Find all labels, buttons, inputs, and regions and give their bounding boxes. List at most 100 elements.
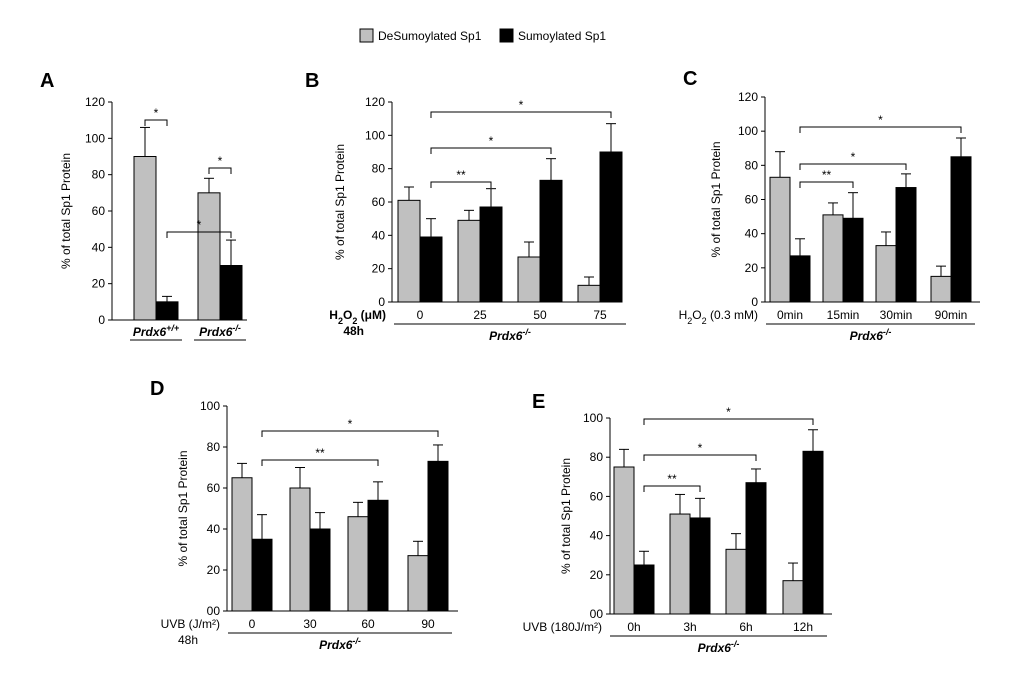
y-tick-label: 60 bbox=[745, 193, 759, 207]
legend-label-desumoylated: DeSumoylated Sp1 bbox=[378, 29, 482, 43]
legend-label-sumoylated: Sumoylated Sp1 bbox=[518, 29, 606, 43]
x-prefix-line2: 48h bbox=[178, 633, 198, 647]
x-group-label-sup: -/- bbox=[232, 323, 241, 333]
y-tick-label: 0 bbox=[378, 295, 385, 309]
x-prefix-part: (0.3 mM) bbox=[707, 308, 758, 322]
x-prefix-label: H2O2 (μM) bbox=[329, 308, 386, 326]
bracket-line bbox=[799, 126, 962, 133]
significance-marker: ** bbox=[667, 472, 677, 486]
x-tick-label: 50 bbox=[533, 308, 547, 322]
bar-sumoylated bbox=[745, 482, 767, 615]
y-tick-label: 100 bbox=[365, 128, 385, 142]
bracket-line bbox=[799, 181, 854, 188]
x-tick-label: 0 bbox=[249, 617, 256, 631]
y-axis-label: % of total Sp1 Protein bbox=[559, 458, 573, 574]
significance-bracket: * bbox=[166, 218, 232, 238]
x-group-label: Prdx6-/- bbox=[199, 323, 241, 339]
group-label: Prdx6-/- bbox=[489, 327, 531, 343]
significance-marker: ** bbox=[315, 446, 325, 460]
y-tick-label: 20 bbox=[92, 277, 106, 291]
x-tick-label: 60 bbox=[361, 617, 375, 631]
significance-bracket: ** bbox=[261, 446, 379, 466]
bracket-line bbox=[430, 181, 492, 188]
y-axis-label: % of total Sp1 Protein bbox=[176, 450, 190, 566]
y-tick-label: 20 bbox=[590, 568, 604, 582]
significance-marker: ** bbox=[456, 168, 466, 182]
y-tick-label: 40 bbox=[590, 529, 604, 543]
bar-sumoylated bbox=[842, 217, 864, 303]
y-tick-label: 40 bbox=[745, 227, 759, 241]
bar-desumoylated bbox=[347, 516, 369, 612]
y-tick-label: 100 bbox=[583, 411, 603, 425]
group-label-sup: -/- bbox=[883, 327, 892, 337]
bar-desumoylated bbox=[231, 477, 253, 612]
y-tick-label: 60 bbox=[92, 204, 106, 218]
y-tick-label: 20 bbox=[745, 261, 759, 275]
bar-sumoylated bbox=[633, 564, 655, 615]
bar-desumoylated bbox=[397, 199, 421, 303]
bar-desumoylated bbox=[782, 580, 804, 615]
y-tick-label: 0 bbox=[98, 313, 105, 327]
y-axis-label: % of total Sp1 Protein bbox=[709, 141, 723, 257]
significance-bracket: * bbox=[430, 98, 612, 118]
panel-label-a: A bbox=[40, 70, 54, 92]
y-tick-label: 40 bbox=[207, 522, 221, 536]
group-label-sup: -/- bbox=[522, 327, 531, 337]
bar-sumoylated bbox=[539, 179, 563, 303]
group-label-sup: -/- bbox=[352, 636, 361, 646]
significance-bracket: ** bbox=[430, 168, 492, 188]
x-tick-label: 0min bbox=[777, 308, 803, 322]
bracket-line bbox=[430, 111, 612, 118]
x-tick-label: 25 bbox=[473, 308, 487, 322]
bracket-line bbox=[208, 167, 232, 174]
x-tick-label: 30min bbox=[880, 308, 913, 322]
y-tick-label: 100 bbox=[85, 131, 105, 145]
x-tick-label: 0h bbox=[627, 620, 640, 634]
significance-marker: * bbox=[726, 405, 731, 419]
bar-sumoylated bbox=[895, 187, 917, 303]
y-tick-label: 80 bbox=[372, 162, 386, 176]
panel-label-b: B bbox=[305, 70, 319, 92]
y-tick-label: 20 bbox=[207, 563, 221, 577]
y-tick-label: 80 bbox=[745, 158, 759, 172]
x-tick-label: 75 bbox=[593, 308, 607, 322]
bar-desumoylated bbox=[725, 548, 747, 615]
x-prefix-part: H bbox=[679, 308, 688, 322]
bracket-line bbox=[261, 459, 379, 466]
panel-label-c: C bbox=[683, 68, 697, 90]
bar-desumoylated bbox=[769, 176, 791, 303]
significance-marker: * bbox=[851, 150, 856, 164]
legend-swatch-desumoylated bbox=[359, 28, 374, 43]
x-prefix-part: O bbox=[692, 308, 701, 322]
x-group-label: Prdx6+/+ bbox=[133, 323, 180, 339]
chart-panel-a: A 0 20 40 60 80 100 120 % of total Sp1 Protein * *… bbox=[40, 70, 247, 341]
bar-desumoylated bbox=[457, 219, 481, 303]
bar-sumoylated bbox=[689, 517, 711, 615]
bar-sumoylated bbox=[479, 206, 503, 303]
bar-sumoylated bbox=[599, 151, 623, 303]
significance-marker: * bbox=[698, 441, 703, 455]
bar-desumoylated bbox=[822, 214, 844, 303]
x-prefix-part: (μM) bbox=[357, 308, 386, 322]
bracket-line bbox=[643, 485, 701, 492]
bracket-line bbox=[643, 418, 814, 425]
significance-bracket: ** bbox=[643, 472, 701, 492]
bar-desumoylated bbox=[289, 487, 311, 612]
y-tick-label: 60 bbox=[590, 489, 604, 503]
group-label: Prdx6-/- bbox=[319, 636, 361, 652]
bracket-line bbox=[144, 119, 168, 126]
significance-bracket: * bbox=[643, 405, 814, 425]
group-label: Prdx6-/- bbox=[850, 327, 892, 343]
group-label-sup: -/- bbox=[731, 639, 740, 649]
bar-sumoylated bbox=[789, 255, 811, 303]
y-tick-label: 80 bbox=[92, 168, 106, 182]
bar-sumoylated bbox=[419, 236, 443, 303]
x-tick-label: 12h bbox=[793, 620, 813, 634]
significance-bracket: ** bbox=[799, 168, 854, 188]
group-label: Prdx6-/- bbox=[698, 639, 740, 655]
bracket-line bbox=[166, 231, 232, 238]
x-group-label-main: Prdx6 bbox=[199, 325, 233, 339]
significance-marker: ** bbox=[822, 168, 832, 182]
